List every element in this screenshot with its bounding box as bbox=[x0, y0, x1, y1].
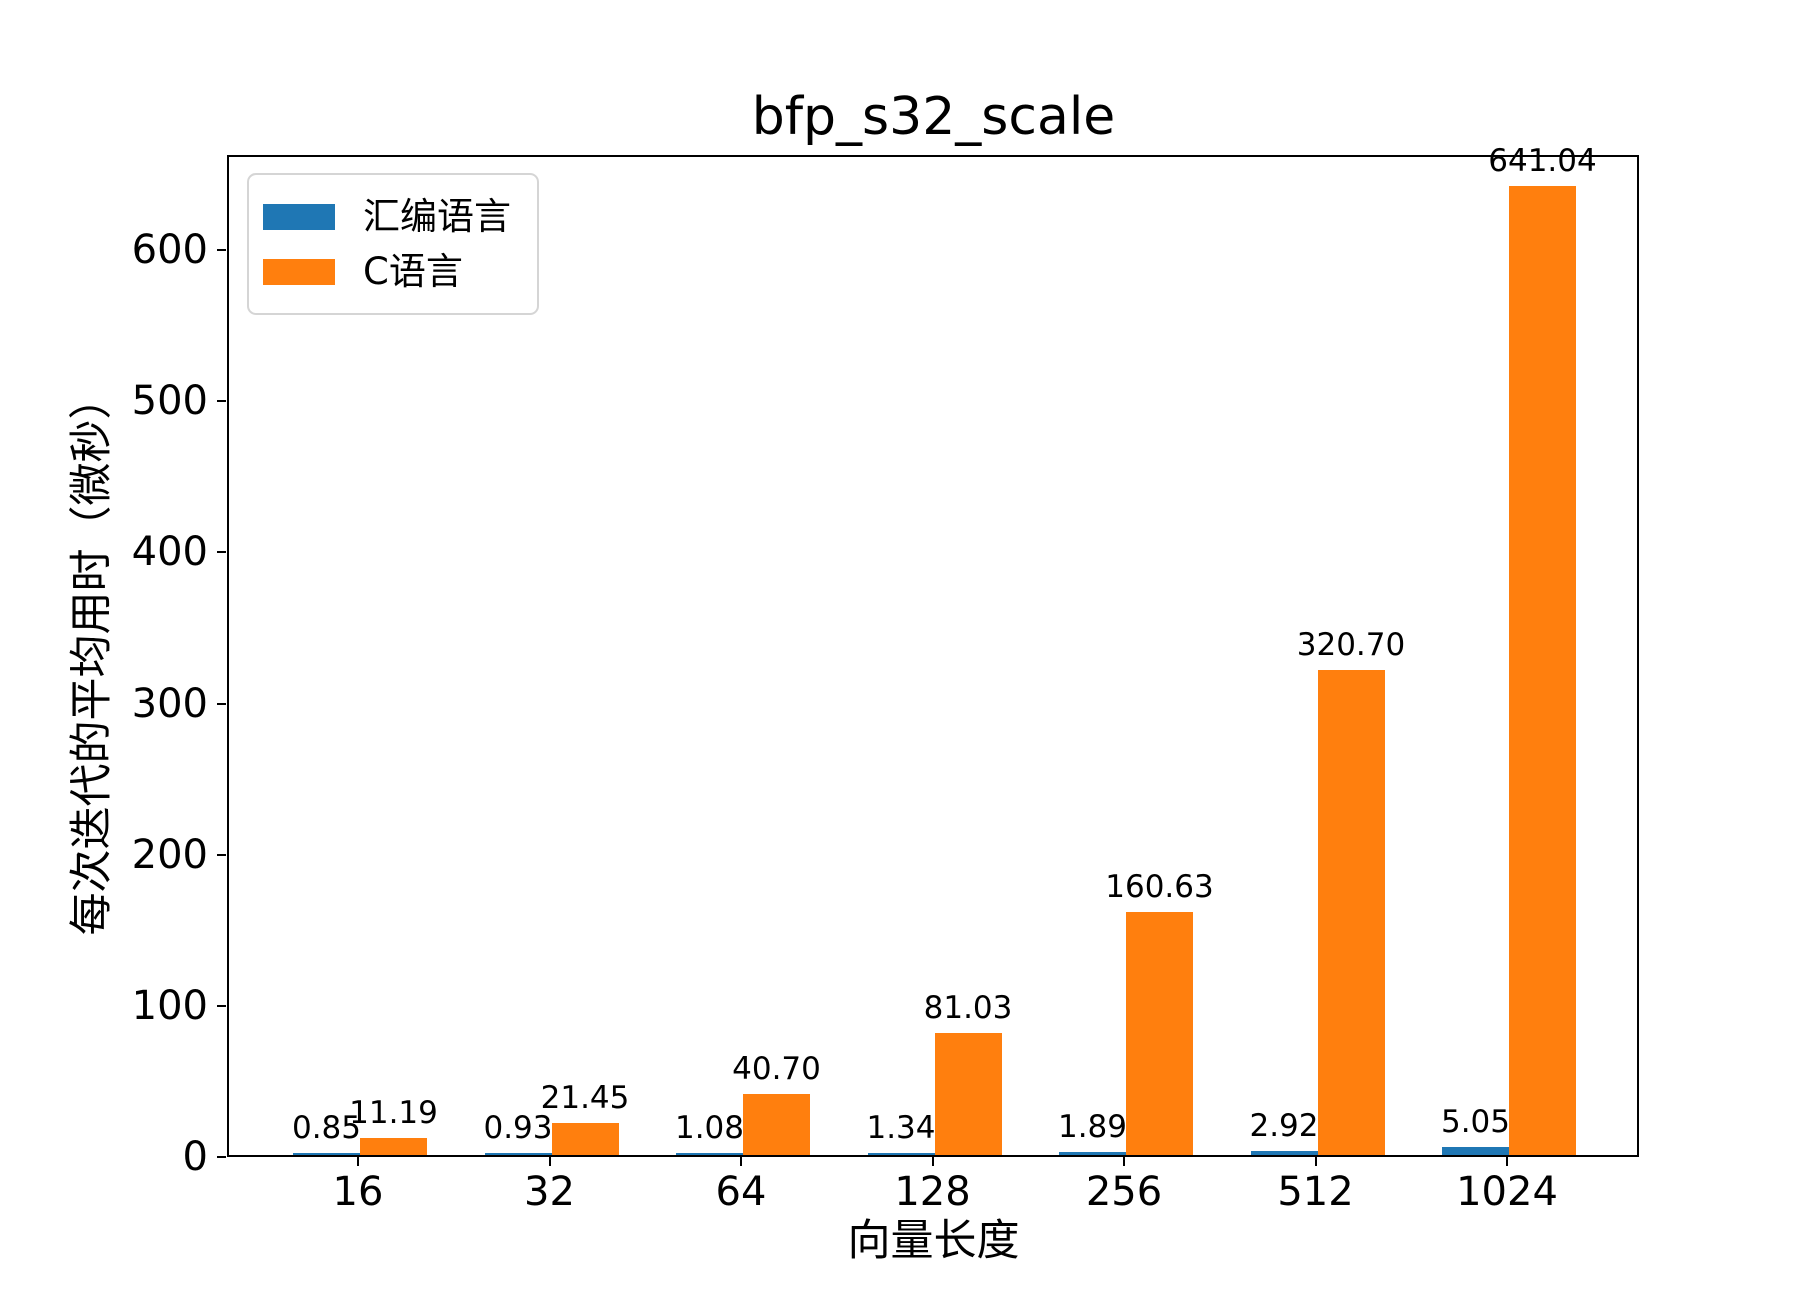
x-tick-mark bbox=[1314, 1157, 1317, 1166]
x-axis-label: 向量长度 bbox=[847, 1216, 1020, 1266]
bar-value-label: 5.05 bbox=[1440, 1104, 1511, 1141]
bar-value-label: 641.04 bbox=[1488, 143, 1597, 180]
y-tick-mark bbox=[217, 1156, 226, 1158]
x-tick-label: 16 bbox=[332, 1169, 384, 1215]
plot-area: 汇编语言 C语言 0.85 0.93 1.08 1.34 1.89 2.92 5.05 11.1… bbox=[227, 146, 1639, 1157]
bar-C语言-16 bbox=[360, 1138, 427, 1155]
y-tick-mark bbox=[217, 1004, 226, 1007]
bar-汇编语言-1024 bbox=[1442, 1147, 1509, 1155]
x-tick-label: 128 bbox=[894, 1169, 971, 1215]
legend-label: C语言 bbox=[363, 250, 463, 293]
bar-C语言-64 bbox=[743, 1093, 810, 1155]
bar-value-label: 0.85 bbox=[291, 1110, 362, 1146]
bar-value-label: 2.92 bbox=[1249, 1107, 1319, 1144]
chart-title: bfp_s32_scale bbox=[751, 87, 1116, 147]
bar-C语言-512 bbox=[1317, 670, 1385, 1155]
bar-value-label: 1.89 bbox=[1057, 1109, 1128, 1146]
bar-C语言-128 bbox=[934, 1032, 1002, 1155]
y-tick-label: 0 bbox=[182, 1134, 208, 1180]
x-tick-label: 64 bbox=[715, 1169, 767, 1215]
bar-汇编语言-16 bbox=[293, 1153, 360, 1155]
bar-value-label: 11.19 bbox=[349, 1095, 438, 1132]
bar-value-label: 0.93 bbox=[483, 1110, 553, 1146]
bar-value-label: 21.45 bbox=[540, 1079, 630, 1116]
y-tick-mark bbox=[217, 702, 226, 705]
bar-汇编语言-512 bbox=[1250, 1150, 1318, 1155]
bar-C语言-256 bbox=[1126, 912, 1193, 1155]
y-tick-label: 200 bbox=[131, 831, 208, 878]
x-tick-mark bbox=[1506, 1157, 1508, 1166]
bar-汇编语言-32 bbox=[484, 1153, 552, 1155]
x-tick-label: 512 bbox=[1277, 1169, 1354, 1215]
bar-汇编语言-256 bbox=[1059, 1152, 1126, 1155]
legend-swatch bbox=[263, 203, 335, 230]
y-tick-label: 600 bbox=[131, 227, 208, 274]
legend-entry: 汇编语言 bbox=[263, 189, 511, 244]
x-tick-label: 256 bbox=[1085, 1169, 1163, 1215]
legend: 汇编语言 C语言 bbox=[247, 173, 539, 315]
x-tick-mark bbox=[357, 1157, 359, 1166]
x-tick-mark bbox=[1123, 1157, 1125, 1166]
y-tick-mark bbox=[217, 853, 226, 856]
y-tick-label: 300 bbox=[131, 680, 208, 727]
legend-label: 汇编语言 bbox=[363, 195, 511, 238]
bar-value-label: 160.63 bbox=[1105, 869, 1214, 906]
y-tick-mark bbox=[217, 249, 226, 252]
bar-value-label: 1.08 bbox=[674, 1110, 745, 1146]
x-tick-mark bbox=[740, 1157, 742, 1166]
x-tick-mark bbox=[548, 1157, 551, 1166]
x-tick-mark bbox=[931, 1157, 934, 1166]
y-tick-mark bbox=[217, 400, 226, 403]
x-tick-label: 32 bbox=[524, 1169, 575, 1215]
bar-C语言-1024 bbox=[1509, 186, 1576, 1155]
legend-entry: C语言 bbox=[263, 244, 511, 299]
y-tick-label: 400 bbox=[131, 529, 208, 576]
y-tick-mark bbox=[217, 551, 226, 554]
bar-value-label: 81.03 bbox=[923, 989, 1013, 1026]
y-tick-label: 500 bbox=[131, 378, 208, 425]
bar-汇编语言-128 bbox=[867, 1152, 935, 1155]
bar-C语言-32 bbox=[551, 1122, 619, 1155]
bar-value-label: 1.34 bbox=[866, 1109, 936, 1146]
y-tick-label: 100 bbox=[131, 982, 208, 1029]
x-tick-label: 1024 bbox=[1456, 1169, 1558, 1215]
bar-汇编语言-64 bbox=[676, 1153, 743, 1155]
legend-swatch bbox=[263, 258, 335, 285]
bar-value-label: 40.70 bbox=[732, 1050, 821, 1087]
bar-value-label: 320.70 bbox=[1296, 627, 1406, 664]
